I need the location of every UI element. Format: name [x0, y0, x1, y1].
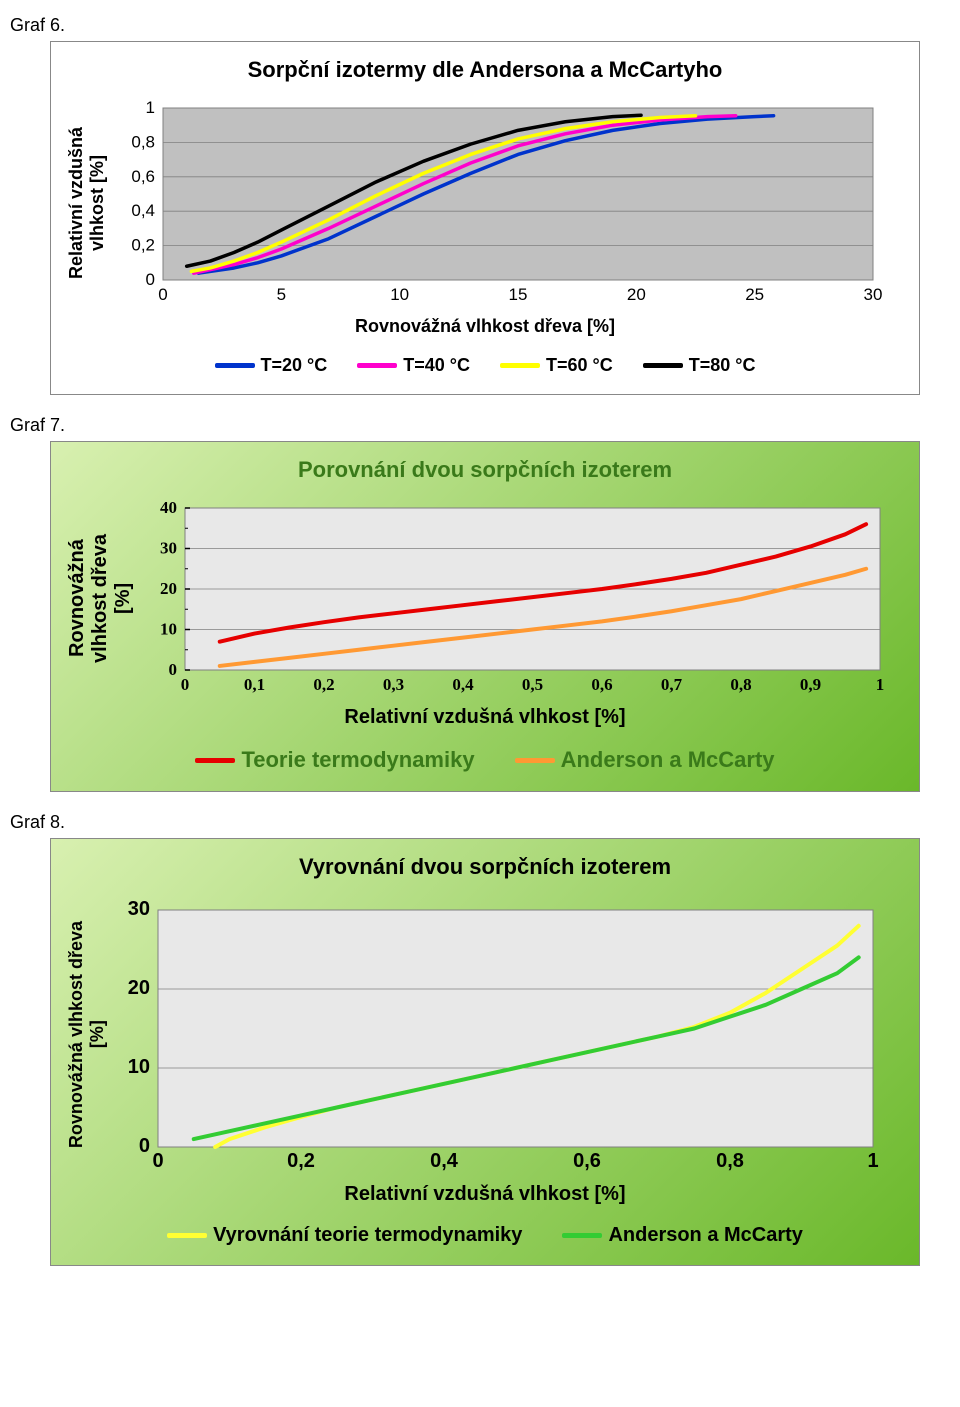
svg-text:30: 30 — [160, 539, 177, 558]
svg-text:0,2: 0,2 — [313, 675, 334, 694]
legend-item: Anderson a McCarty — [562, 1224, 803, 1247]
legend-item: T=40 °C — [357, 355, 470, 376]
svg-text:0,5: 0,5 — [522, 675, 543, 694]
svg-text:0: 0 — [139, 1135, 150, 1157]
svg-text:20: 20 — [128, 977, 150, 999]
graf6-ylabel: Relativní vzdušná vlhkost [%] — [66, 127, 108, 279]
graf7-xlabel: Relativní vzdušná vlhkost [%] — [66, 706, 904, 729]
graf6-legend: T=20 °C T=40 °C T=60 °C T=80 °C — [66, 347, 904, 384]
graf6-xlabel: Rovnovážná vlhkost dřeva [%] — [66, 316, 904, 337]
svg-text:20: 20 — [160, 579, 177, 598]
legend-label: T=60 °C — [546, 355, 613, 376]
svg-text:1: 1 — [146, 98, 155, 117]
graf6-title: Sorpční izotermy dle Andersona a McCarty… — [66, 57, 904, 83]
svg-text:25: 25 — [745, 285, 764, 304]
graf8-xlabel: Relativní vzdušná vlhkost [%] — [66, 1183, 904, 1206]
legend-swatch — [167, 1233, 207, 1238]
legend-label: Vyrovnání teorie termodynamiky — [213, 1224, 522, 1247]
svg-text:0,4: 0,4 — [430, 1150, 459, 1172]
svg-text:0: 0 — [152, 1150, 163, 1172]
graf8-legend: Vyrovnání teorie termodynamiky Anderson a… — [66, 1216, 904, 1255]
svg-text:15: 15 — [509, 285, 528, 304]
graf6-plot: 00,20,40,60,81051015202530 — [108, 98, 888, 308]
graf6-container: Sorpční izotermy dle Andersona a McCarty… — [50, 41, 920, 395]
legend-item: T=20 °C — [215, 355, 328, 376]
svg-text:10: 10 — [128, 1056, 150, 1078]
legend-item: T=60 °C — [500, 355, 613, 376]
graf7-plot: 0 10 20 30 40 0 0,1 0,2 0,3 0,4 0,5 0,6 0,7 0,8 0,9 1 — [135, 498, 895, 698]
svg-text:0: 0 — [169, 660, 178, 679]
legend-label: Anderson a McCarty — [608, 1224, 803, 1247]
graf6-label: Graf 6. — [10, 15, 950, 36]
svg-text:0,6: 0,6 — [131, 167, 155, 186]
graf7-container: Porovnání dvou sorpčních izoterem Rovnov… — [50, 441, 920, 792]
svg-text:10: 10 — [390, 285, 409, 304]
legend-label: Anderson a McCarty — [561, 747, 775, 773]
legend-swatch — [215, 363, 255, 368]
legend-swatch — [643, 363, 683, 368]
legend-swatch — [562, 1233, 602, 1238]
svg-text:0,2: 0,2 — [287, 1150, 315, 1172]
svg-text:20: 20 — [627, 285, 646, 304]
graf7-ylabel: Rovnovážná vlhkost dřeva [%] — [66, 534, 135, 663]
svg-text:0: 0 — [181, 675, 190, 694]
svg-text:0,9: 0,9 — [800, 675, 821, 694]
graf8-label: Graf 8. — [10, 812, 950, 833]
legend-item: Vyrovnání teorie termodynamiky — [167, 1224, 522, 1247]
svg-text:0,6: 0,6 — [573, 1150, 601, 1172]
legend-label: Teorie termodynamiky — [241, 747, 474, 773]
svg-text:0: 0 — [146, 270, 155, 289]
svg-text:30: 30 — [128, 898, 150, 920]
legend-label: T=20 °C — [261, 355, 328, 376]
graf8-ylabel: Rovnovážná vlhkost dřeva [%] — [66, 921, 108, 1148]
svg-text:0,4: 0,4 — [131, 201, 155, 220]
legend-swatch — [195, 758, 235, 763]
graf7-legend: Teorie termodynamiky Anderson a McCarty — [66, 739, 904, 781]
graf7-title: Porovnání dvou sorpčních izoterem — [66, 457, 904, 483]
svg-text:40: 40 — [160, 498, 177, 517]
legend-label: T=40 °C — [403, 355, 470, 376]
graf7-label: Graf 7. — [10, 415, 950, 436]
graf8-container: Vyrovnání dvou sorpčních izoterem Rovnov… — [50, 838, 920, 1266]
svg-text:0,8: 0,8 — [730, 675, 751, 694]
svg-text:1: 1 — [867, 1150, 878, 1172]
svg-text:1: 1 — [876, 675, 885, 694]
legend-swatch — [357, 363, 397, 368]
svg-text:30: 30 — [864, 285, 883, 304]
svg-text:0,1: 0,1 — [244, 675, 265, 694]
svg-text:0,8: 0,8 — [716, 1150, 744, 1172]
svg-text:0,7: 0,7 — [661, 675, 683, 694]
legend-label: T=80 °C — [689, 355, 756, 376]
legend-item: Anderson a McCarty — [515, 747, 775, 773]
legend-swatch — [515, 758, 555, 763]
svg-text:0,6: 0,6 — [591, 675, 612, 694]
svg-text:0,8: 0,8 — [131, 132, 155, 151]
legend-swatch — [500, 363, 540, 368]
svg-text:0: 0 — [158, 285, 167, 304]
svg-text:0,4: 0,4 — [452, 675, 474, 694]
legend-item: T=80 °C — [643, 355, 756, 376]
svg-text:10: 10 — [160, 620, 177, 639]
svg-text:0,2: 0,2 — [131, 236, 155, 255]
svg-text:5: 5 — [277, 285, 286, 304]
legend-item: Teorie termodynamiky — [195, 747, 474, 773]
graf8-plot: 0 10 20 30 0 0,2 0,4 0,6 0,8 1 — [108, 895, 888, 1175]
graf8-title: Vyrovnání dvou sorpčních izoterem — [66, 854, 904, 880]
svg-text:0,3: 0,3 — [383, 675, 404, 694]
